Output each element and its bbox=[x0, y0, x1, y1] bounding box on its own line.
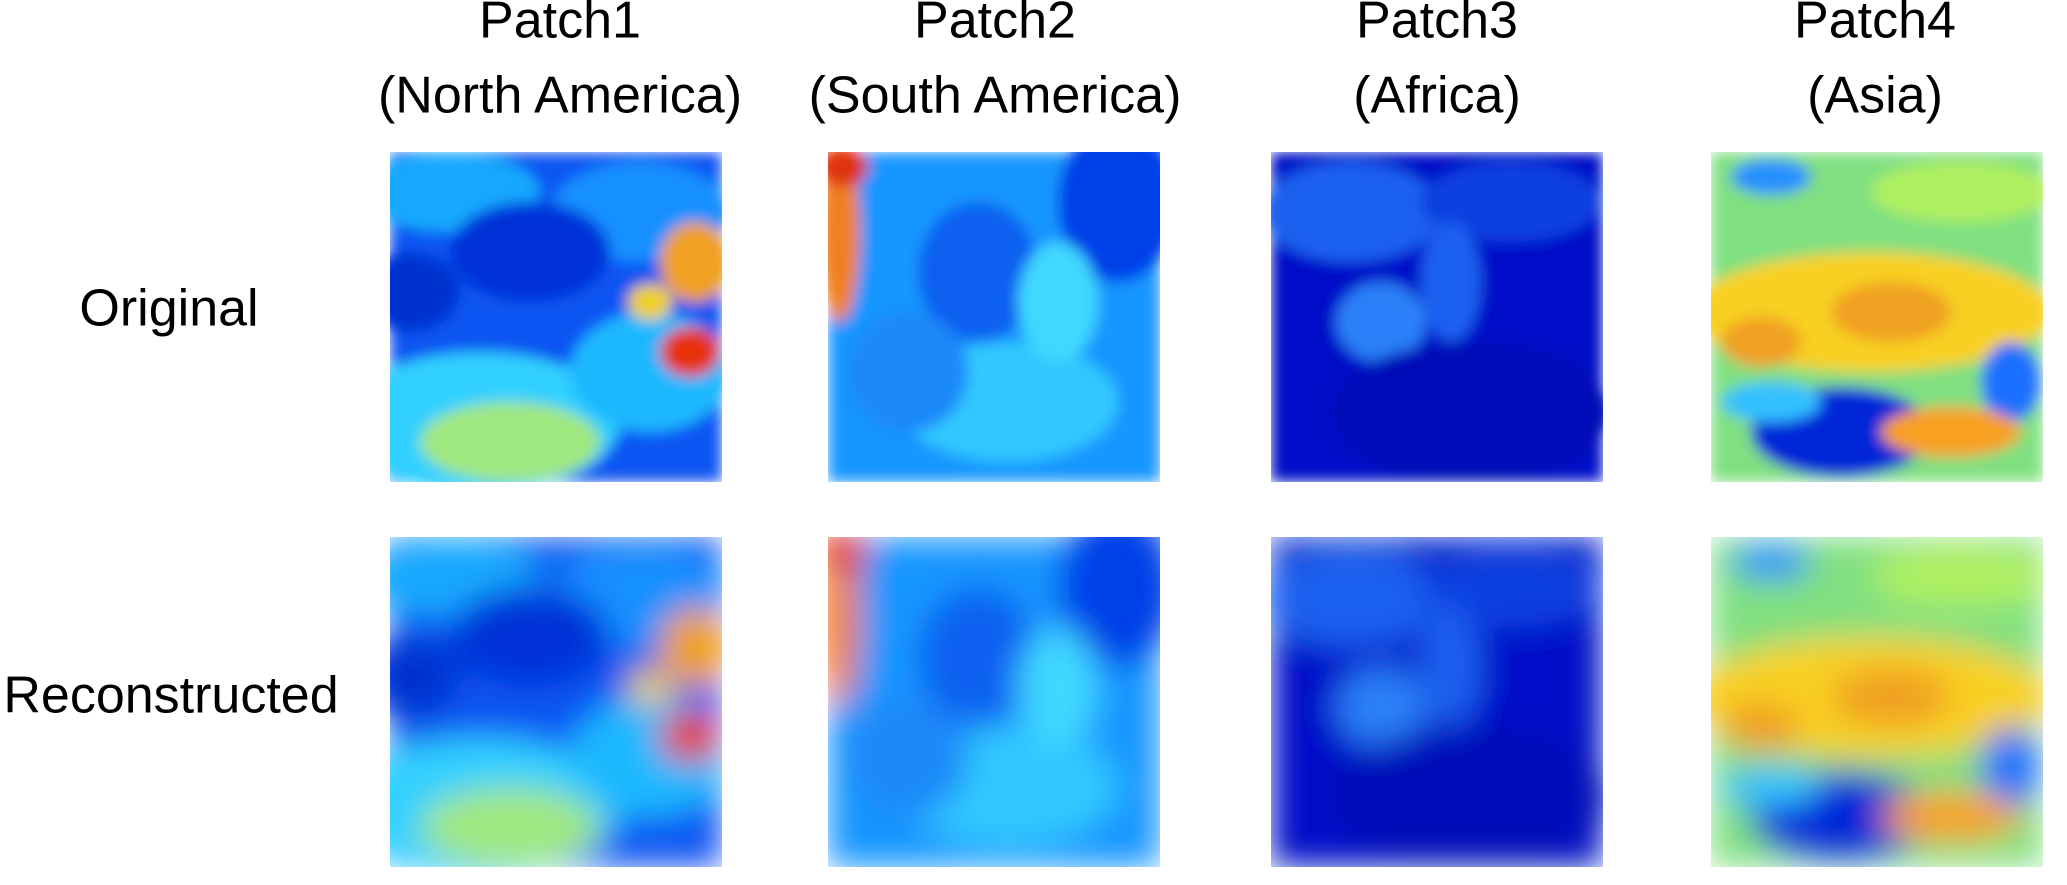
column-title: Patch3 bbox=[1356, 0, 1518, 50]
heatmap bbox=[390, 152, 722, 482]
column-subtitle: (Africa) bbox=[1353, 67, 1521, 125]
heatmap bbox=[390, 537, 722, 867]
column-title: Patch1 bbox=[479, 0, 641, 50]
heatmap bbox=[828, 537, 1160, 867]
column-subtitle: (South America) bbox=[809, 67, 1182, 125]
heatmap bbox=[1271, 152, 1603, 482]
row-label: Reconstructed bbox=[3, 667, 338, 725]
row-label: Original bbox=[79, 280, 258, 338]
column-title: Patch4 bbox=[1794, 0, 1956, 50]
heatmap bbox=[1711, 537, 2043, 867]
column-subtitle: (North America) bbox=[378, 67, 742, 125]
column-title: Patch2 bbox=[914, 0, 1076, 50]
heatmap bbox=[1711, 152, 2043, 482]
heatmap bbox=[1271, 537, 1603, 867]
heatmap bbox=[828, 152, 1160, 482]
column-subtitle: (Asia) bbox=[1807, 67, 1943, 125]
